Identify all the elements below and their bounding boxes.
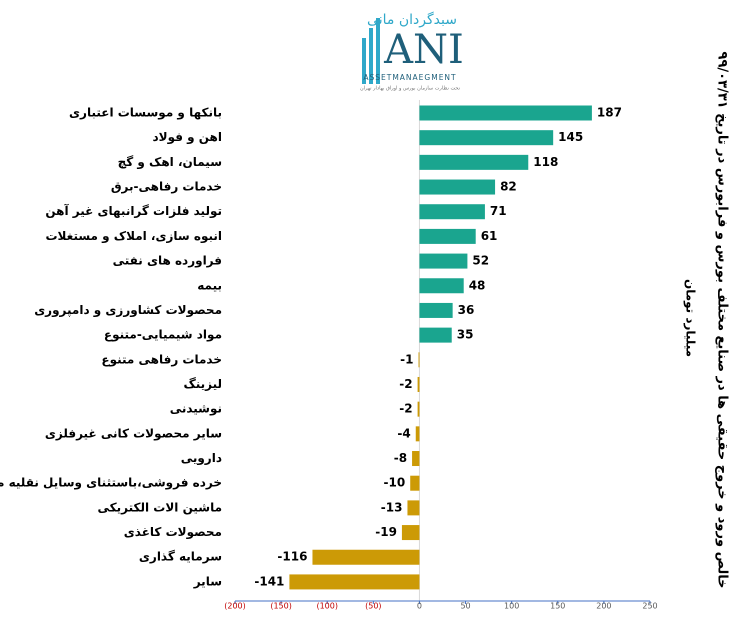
bar [419, 278, 464, 294]
category-label: ماشین الات الکتریکی [98, 500, 222, 514]
category-label: سیمان، اهک و گچ [118, 155, 222, 170]
x-tick-label: (50) [365, 602, 381, 611]
category-label: نوشیدنی [170, 402, 222, 417]
x-tick-label: 150 [550, 602, 565, 611]
value-label: 82 [500, 180, 517, 194]
category-label: سرمایه گذاری [139, 550, 222, 564]
value-label: 52 [472, 254, 489, 268]
category-label: دارویی [181, 451, 222, 466]
logo-bar [376, 18, 380, 84]
logo-name: سبدگردان مانی [367, 11, 457, 28]
x-tick-label: 200 [596, 602, 611, 611]
value-label: 35 [457, 328, 474, 342]
value-label: 118 [533, 155, 558, 169]
value-label: 36 [458, 303, 475, 317]
bar [312, 549, 420, 565]
x-tick-label: 250 [642, 602, 657, 611]
value-label: -2 [399, 377, 412, 391]
category-label: فراورده های نفتی [113, 254, 222, 269]
x-tick-label: 100 [504, 602, 519, 611]
x-tick-label: (200) [224, 602, 246, 611]
bar [419, 228, 476, 244]
bar [410, 475, 420, 491]
bar [419, 204, 485, 220]
value-label: -141 [254, 574, 284, 588]
category-label: محصولات کشاورزی و دامپروری [34, 303, 222, 318]
value-label: -2 [399, 402, 412, 416]
logo-bar [369, 28, 373, 84]
category-label: تولید فلزات گرانبهای غیر آهن [45, 203, 222, 219]
bar [419, 154, 529, 170]
category-label: خرده فروشی،باستثنای وسایل نقلیه موتوری [0, 476, 222, 491]
bar [417, 376, 420, 392]
bar [412, 451, 420, 467]
value-label: 48 [469, 278, 486, 292]
bar [289, 574, 420, 590]
x-tick-label: (100) [316, 602, 338, 611]
category-label: محصولات کاغذی [124, 525, 222, 540]
value-label: 71 [490, 204, 507, 218]
bar [419, 179, 496, 195]
logo-bar [362, 38, 366, 84]
category-label: خدمات رفاهی متنوع [101, 352, 222, 367]
bar [401, 525, 420, 541]
logo-tagline: ASSETMANAEGMENT [363, 73, 456, 82]
bar [417, 401, 420, 417]
value-label: -116 [277, 550, 307, 564]
bar [418, 352, 420, 368]
category-label: مواد شیمیایی-متنوع [104, 328, 222, 343]
category-label: بیمه [197, 278, 222, 292]
x-tick-label: (150) [270, 602, 292, 611]
bar [419, 105, 592, 121]
x-tick-label: 50 [460, 602, 470, 611]
x-tick-label: 0 [417, 602, 422, 611]
value-label: -8 [394, 451, 407, 465]
category-label: لیزینگ [183, 377, 222, 391]
logo-mark: ANI [383, 27, 464, 73]
logo: سبدگردان مانی ANI ASSETMANAEGMENT تحت نظ… [360, 11, 464, 92]
category-label: اهن و فولاد [152, 130, 222, 145]
chart-title: خالص ورود و خروج حقیقی ها در صنایع مختلف… [715, 52, 730, 589]
axis-label: میلیارد تومان [683, 279, 698, 357]
value-label: 187 [597, 106, 622, 120]
bar [407, 500, 420, 516]
logo-note: تحت نظارت سازمان بورس و اوراق بهادار تهر… [360, 86, 461, 92]
bar [419, 253, 468, 269]
category-label: سایر [193, 574, 222, 588]
bar [419, 327, 452, 343]
value-label: 145 [558, 130, 583, 144]
category-label: انبوه سازی، املاک و مستغلات [46, 229, 223, 244]
value-label: -10 [384, 476, 406, 490]
value-label: 61 [481, 229, 498, 243]
category-label: بانکها و موسسات اعتباری [69, 106, 222, 121]
value-label: -4 [397, 426, 410, 440]
bar [415, 426, 420, 442]
value-label: -19 [375, 525, 397, 539]
category-label: سایر محصولات کانی غیرفلزی [45, 426, 222, 441]
value-label: -13 [381, 500, 403, 514]
bar [419, 302, 453, 318]
category-label: خدمات رفاهی-برق [111, 180, 222, 194]
value-label: -1 [400, 352, 413, 366]
bar [419, 130, 554, 146]
